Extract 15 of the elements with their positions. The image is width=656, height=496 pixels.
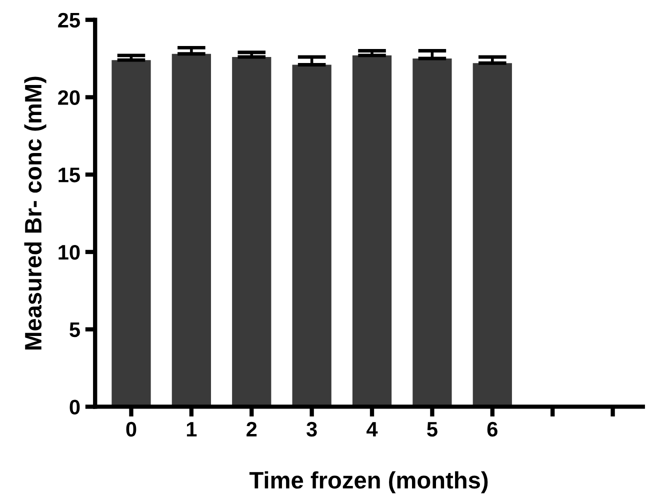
x-tick-label: 0	[126, 422, 136, 437]
x-tick-label: 6	[487, 422, 498, 437]
y-tick-label: 25	[58, 12, 80, 28]
y-axis-title: Measured Br- conc (mM)	[24, 76, 46, 350]
x-tick-label: 1	[186, 422, 197, 436]
x-tick-label: 4	[366, 422, 378, 436]
x-tick-label: 3	[306, 422, 317, 437]
x-tick-label: 5	[427, 422, 438, 437]
x-axis-title: Time frozen (months)	[249, 471, 488, 494]
y-tick-label: 15	[58, 168, 80, 182]
x-tick-label: 2	[246, 422, 257, 436]
y-tick-label: 5	[70, 322, 80, 338]
y-tick-label: 20	[58, 90, 80, 105]
y-tick-label: 0	[70, 400, 80, 414]
y-tick-label: 10	[58, 244, 80, 260]
